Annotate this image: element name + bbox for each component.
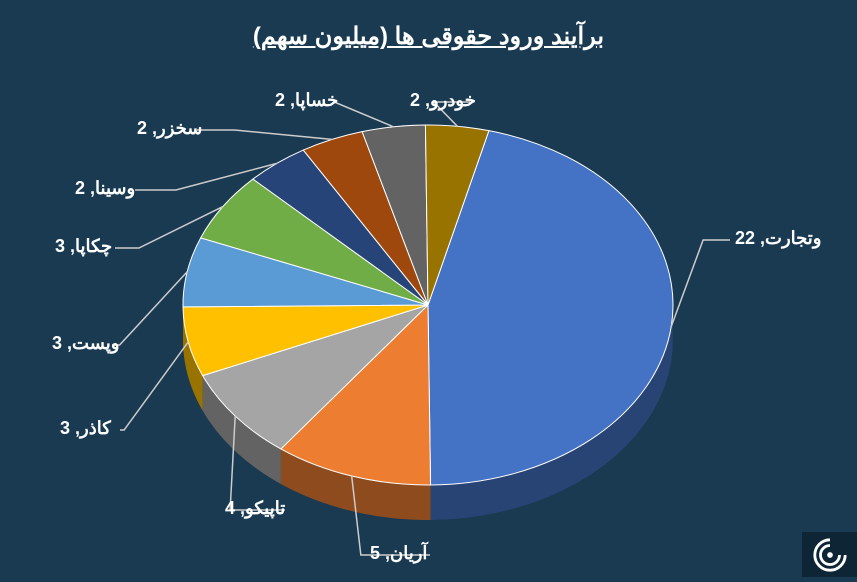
chart-container: برآیند ورود حقوقی ها (میلیون سهم) وتجارت… [0,0,857,577]
slice-name: سخزر [157,118,202,138]
slice-value: 2 [75,178,85,198]
slice-label: وتجارت, 22 [735,228,822,249]
pie-chart [0,0,857,577]
chart-title: برآیند ورود حقوقی ها (میلیون سهم) [0,22,857,51]
slice-name: چکاپا [75,236,112,256]
slice-value: 3 [55,236,65,256]
slice-name: آریان [390,543,427,563]
slice-value: 2 [410,90,420,110]
leader-line [334,102,393,127]
slice-name: تاپیکو [245,498,285,518]
slice-name: وپست [72,333,119,353]
leader-line [112,272,187,345]
slice-value: 22 [735,228,755,248]
slice-name: خساپا [295,90,338,110]
leader-line [671,240,730,327]
slice-value: 4 [225,498,235,518]
slice-value: 2 [137,118,147,138]
slice-name: کاذر [80,418,111,438]
slice-value: 3 [60,418,70,438]
slice-label: چکاپا, 3 [55,236,112,257]
slice-value: 2 [275,90,285,110]
leader-line [197,130,332,139]
slice-label: خساپا, 2 [275,90,338,111]
slice-name: وسینا [95,178,135,198]
slice-value: 5 [370,543,380,563]
brand-logo [802,532,857,577]
slice-label: وپست, 3 [52,333,119,354]
slice-label: تاپیکو, 4 [225,498,285,519]
slice-label: وسینا, 2 [75,178,135,199]
slice-value: 3 [52,333,62,353]
slice-name: خودرو [430,90,476,110]
slice-label: سخزر, 2 [137,118,202,139]
slice-label: خودرو, 2 [410,90,476,111]
slice-label: کاذر, 3 [60,418,111,439]
slice-name: وتجارت [765,228,821,248]
slice-label: آریان, 5 [370,543,427,564]
leader-line [120,342,188,430]
